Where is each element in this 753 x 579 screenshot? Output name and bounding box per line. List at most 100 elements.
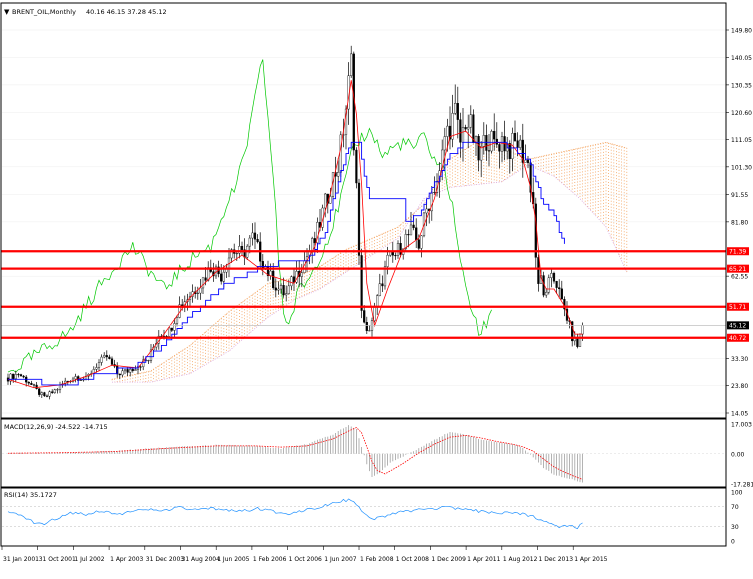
candle-body <box>376 295 379 307</box>
time-axis-tick-label: 31 Aug 2004 <box>182 556 221 563</box>
candle-body <box>477 136 480 161</box>
candle-body <box>129 369 132 373</box>
candle-body <box>45 395 49 397</box>
candle-body <box>173 323 176 331</box>
price-axis-tick-label: 23.80 <box>731 383 748 390</box>
candle-body <box>407 234 410 236</box>
level-price-tag-label: 65.21 <box>729 266 746 273</box>
candle-body <box>17 374 20 376</box>
symbol-dropdown-icon[interactable]: ▼ <box>4 8 10 16</box>
time-axis-tick-label: 31 Oct 2001 <box>39 556 76 563</box>
time-axis-tick-label: 1 Dec 2009 <box>431 556 466 563</box>
candle-body <box>446 125 449 137</box>
candle-body <box>399 243 402 255</box>
price-axis-tick-label: 62.55 <box>731 274 748 281</box>
candle-body <box>373 306 376 321</box>
candle-body <box>495 138 498 145</box>
candle-body <box>337 172 340 177</box>
candle-body <box>261 261 264 269</box>
candle-body <box>508 143 511 160</box>
candle-body <box>363 310 366 323</box>
candle-body <box>454 103 457 114</box>
candle-body <box>378 283 381 296</box>
candle-body <box>469 114 472 128</box>
candle-body <box>240 246 244 250</box>
candle-body <box>487 150 491 152</box>
candle-body <box>417 239 420 249</box>
candle-body <box>48 391 51 397</box>
candle-body <box>222 271 225 282</box>
candle-body <box>274 287 277 291</box>
price-pane[interactable]: 149.80 140.05 130.35 120.60 111.05 101.30 91.5… <box>0 2 752 419</box>
price-axis-tick-label: 130.35 <box>731 82 752 89</box>
candle-body <box>537 257 540 284</box>
candle-body <box>53 389 56 393</box>
candle-body <box>14 374 17 379</box>
rsi-axis-tick-label: 0 <box>731 539 735 546</box>
candle-body <box>576 337 579 347</box>
candle-body <box>381 283 384 287</box>
candle-body <box>149 349 153 361</box>
candle-body <box>79 379 82 381</box>
candle-body <box>269 270 272 277</box>
rsi-axis-tick-label: 100 <box>731 490 743 497</box>
price-axis-tick-label: 14.05 <box>731 411 748 418</box>
candle-body <box>513 133 517 141</box>
candle-body <box>105 355 108 358</box>
candle-body <box>56 389 59 391</box>
macd-axis-tick-label: 17.003 <box>731 422 752 429</box>
candle-body <box>547 277 550 293</box>
candle-body <box>95 367 98 370</box>
candle-body <box>443 136 446 151</box>
candle-body <box>425 208 428 214</box>
price-pane-frame <box>0 2 727 419</box>
candle-body <box>100 356 103 363</box>
price-axis-tick-label: 140.05 <box>731 55 752 62</box>
tenkan-sen-line <box>7 80 583 389</box>
time-axis-tick-label: 1 Dec 2013 <box>539 556 574 563</box>
candle-body <box>516 140 519 148</box>
candle-body <box>196 292 199 294</box>
time-axis-tick-label: 1 Apr 2011 <box>467 556 500 563</box>
candle-body <box>394 255 397 257</box>
time-axis-tick-label: 1 Aug 2012 <box>503 556 538 563</box>
candle-body <box>558 287 561 290</box>
kumo-span-b-line <box>112 164 628 383</box>
time-axis-tick-label: 1 Apr 2003 <box>110 556 143 563</box>
kumo-span-a-line <box>111 141 627 380</box>
candle-body <box>142 359 145 367</box>
candle-body <box>313 238 316 244</box>
candle-body <box>131 369 134 371</box>
candle-body <box>282 285 285 296</box>
price-axis-tick-label: 33.30 <box>731 356 748 363</box>
rsi-pane[interactable]: 100 70 30 0 RSI(14) 35.1727 <box>0 487 743 547</box>
candle-body <box>386 254 389 267</box>
candle-body <box>97 362 101 368</box>
candle-body <box>519 139 522 148</box>
candle-body <box>201 277 205 289</box>
price-axis-tick-label: 81.80 <box>731 219 748 226</box>
time-axis-tick-label: 1 Feb 2006 <box>253 556 287 563</box>
candle-body <box>433 192 436 194</box>
level-price-tag-label: 71.39 <box>729 249 746 256</box>
candle-body <box>220 273 223 282</box>
candle-body <box>253 232 257 240</box>
candle-body <box>550 273 553 279</box>
symbol-label: BRENT_OIL,Monthly <box>12 8 76 16</box>
rsi-axis-tick-label: 30 <box>731 524 739 531</box>
macd-label: MACD(12,26,9) -24.522 -14.715 <box>4 423 108 431</box>
rsi-line <box>7 498 583 530</box>
time-axis-tick-label: 1 Oct 2008 <box>396 556 429 563</box>
candle-body <box>292 276 296 283</box>
candle-body <box>521 139 524 163</box>
price-axis-tick-label: 101.30 <box>731 164 752 171</box>
price-axis-tick-label: 149.80 <box>731 28 752 35</box>
candle-body <box>43 392 46 397</box>
macd-pane[interactable]: 17.003 0.00 -17.281 MACD(12,26,9) -24.522 … <box>0 418 753 489</box>
current-price-tag-label: 45.12 <box>729 323 746 330</box>
candle-body <box>74 376 77 380</box>
candle-body <box>472 114 475 144</box>
